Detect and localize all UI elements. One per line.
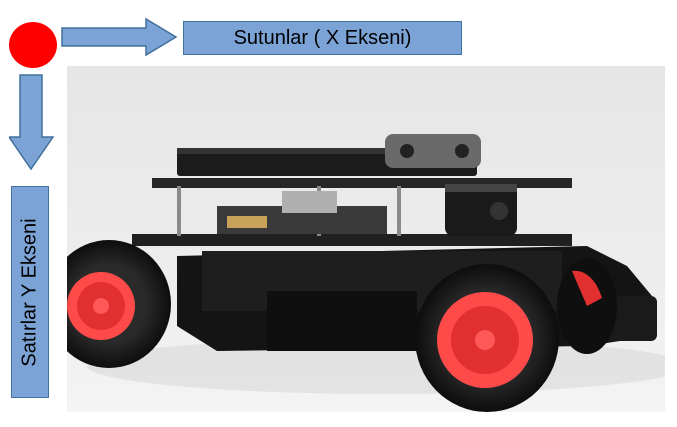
x-axis-arrow (61, 17, 178, 57)
origin-dot (9, 22, 57, 68)
depth-camera (385, 134, 481, 168)
rear-wheel (67, 240, 171, 368)
robot-car-photo (67, 66, 665, 412)
lidar (445, 184, 517, 236)
y-axis-label: Satırlar Y Ekseni (11, 186, 49, 398)
y-axis-arrow (9, 74, 55, 171)
x-axis-label: Sutunlar ( X Ekseni) (183, 21, 462, 55)
y-axis-label-text: Satırlar Y Ekseni (18, 217, 41, 367)
front-wheel (415, 264, 559, 412)
